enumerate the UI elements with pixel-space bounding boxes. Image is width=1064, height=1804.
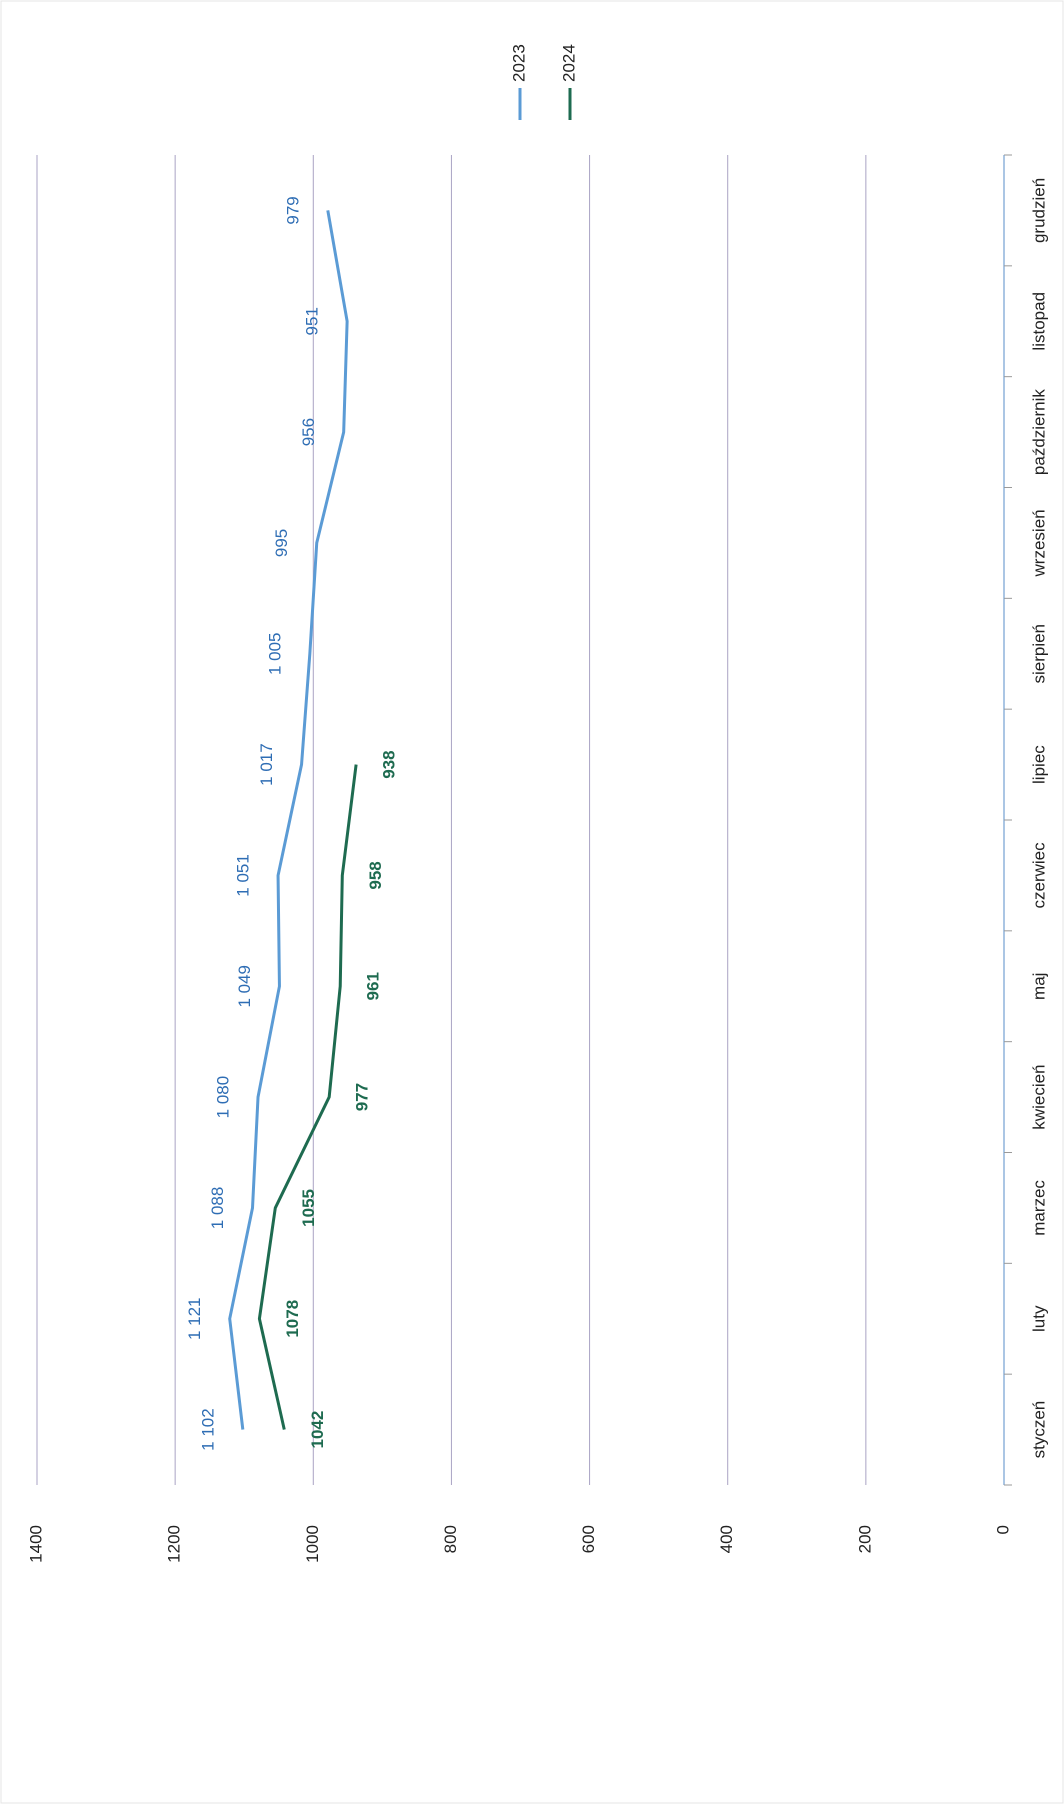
x-tick-label: październik xyxy=(1029,389,1048,475)
legend-label: 2023 xyxy=(509,44,528,82)
data-label: 951 xyxy=(303,307,322,335)
y-tick-label: 600 xyxy=(579,1525,598,1553)
y-tick-label: 400 xyxy=(717,1525,736,1553)
x-tick-label: grudzień xyxy=(1029,178,1048,243)
y-tick-label: 800 xyxy=(441,1525,460,1553)
data-label: 1 049 xyxy=(235,965,254,1008)
x-tick-label: marzec xyxy=(1029,1180,1048,1236)
data-label: 1 088 xyxy=(208,1187,227,1230)
x-tick-label: styczeń xyxy=(1029,1401,1048,1459)
x-tick-label: lipiec xyxy=(1029,745,1048,784)
series-line xyxy=(257,764,358,1430)
data-label: 1 051 xyxy=(234,854,253,897)
x-tick-label: kwiecień xyxy=(1029,1064,1048,1129)
rotated-plot: 0 200 400 600 800 1000 1200 1400 styczeń luty marz… xyxy=(26,44,1048,1563)
x-tick-label: luty xyxy=(1029,1305,1048,1332)
data-label: 977 xyxy=(353,1083,372,1111)
data-label: 938 xyxy=(380,750,399,778)
x-tick-label: sierpień xyxy=(1029,624,1048,684)
y-tick-label: 1200 xyxy=(165,1525,184,1563)
data-label: 1 102 xyxy=(198,1408,217,1451)
data-label: 961 xyxy=(364,972,383,1000)
x-tick-label: listopad xyxy=(1029,292,1048,351)
data-label: 1055 xyxy=(299,1189,318,1227)
x-tick-label: maj xyxy=(1029,973,1048,1000)
x-tick-label: czerwiec xyxy=(1029,842,1048,909)
y-tick-label: 0 xyxy=(993,1525,1012,1534)
data-label: 1 080 xyxy=(214,1076,233,1119)
data-label: 1 005 xyxy=(265,632,284,675)
data-label: 1078 xyxy=(283,1300,302,1338)
data-label: 979 xyxy=(283,196,302,224)
x-tick-label: wrzesień xyxy=(1029,509,1048,577)
data-label: 956 xyxy=(299,418,318,446)
data-label: 1 017 xyxy=(257,743,276,786)
y-tick-label: 1000 xyxy=(303,1525,322,1563)
data-label: 995 xyxy=(272,529,291,557)
data-label: 958 xyxy=(366,861,385,889)
data-label: 1 121 xyxy=(185,1297,204,1340)
data-label: 1042 xyxy=(308,1411,327,1449)
y-tick-label: 200 xyxy=(855,1525,874,1553)
legend-label: 2024 xyxy=(559,44,578,82)
series-line xyxy=(228,210,349,1430)
y-tick-label: 1400 xyxy=(26,1525,45,1563)
